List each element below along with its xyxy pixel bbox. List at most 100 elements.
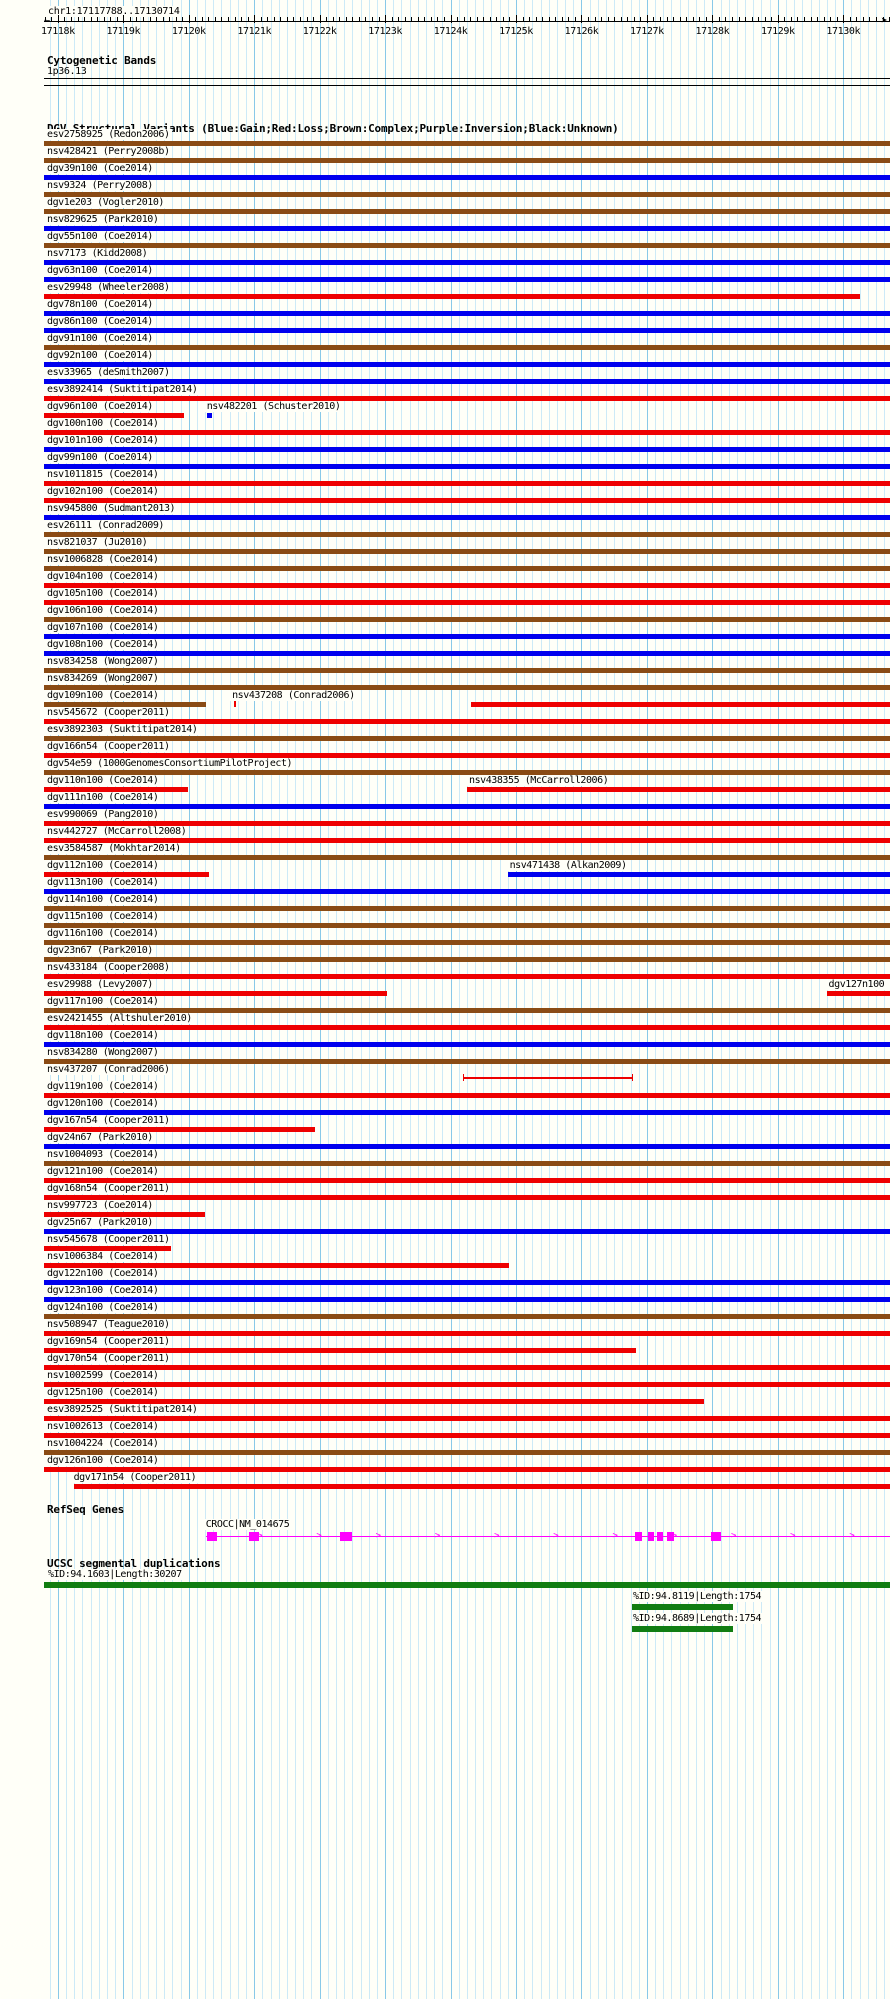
variant-label[interactable]: esv3892303 (Suktitipat2014) bbox=[47, 724, 200, 735]
variant-track-row[interactable]: dgv120n100 (Coe2014) bbox=[0, 1098, 890, 1115]
variant-bar[interactable] bbox=[44, 158, 890, 163]
variant-label[interactable]: nsv834269 (Wong2007) bbox=[47, 673, 161, 684]
variant-track-row[interactable]: nsv428421 (Perry2008b) bbox=[0, 146, 890, 163]
variant-label[interactable]: dgv100n100 (Coe2014) bbox=[47, 418, 161, 429]
variant-track-row[interactable]: dgv123n100 (Coe2014) bbox=[0, 1285, 890, 1302]
variant-bar[interactable] bbox=[44, 991, 387, 996]
segdup-bar[interactable] bbox=[44, 1582, 890, 1588]
variant-label[interactable]: dgv86n100 (Coe2014) bbox=[47, 316, 155, 327]
variant-bar[interactable] bbox=[44, 1144, 890, 1149]
variant-bar[interactable] bbox=[44, 855, 890, 860]
variant-label[interactable]: nsv9324 (Perry2008) bbox=[47, 180, 155, 191]
variant-track-row[interactable]: esv3892525 (Suktitipat2014) bbox=[0, 1404, 890, 1421]
variant-label[interactable]: nsv1006828 (Coe2014) bbox=[47, 554, 161, 565]
variant-track-row[interactable]: dgv25n67 (Park2010) bbox=[0, 1217, 890, 1234]
variant-label[interactable]: dgv55n100 (Coe2014) bbox=[47, 231, 155, 242]
variant-label-secondary[interactable]: nsv437208 (Conrad2006) bbox=[230, 690, 357, 701]
variant-bar[interactable] bbox=[44, 1093, 890, 1098]
variant-track-row[interactable]: esv990069 (Pang2010) bbox=[0, 809, 890, 826]
variant-bar[interactable] bbox=[462, 1077, 632, 1079]
variant-label[interactable]: nsv442727 (McCarroll2008) bbox=[47, 826, 189, 837]
variant-label[interactable]: dgv96n100 (Coe2014) bbox=[47, 401, 155, 412]
variant-bar[interactable] bbox=[44, 583, 890, 588]
variant-track-row[interactable]: nsv508947 (Teague2010) bbox=[0, 1319, 890, 1336]
variant-track-row[interactable]: nsv437207 (Conrad2006) bbox=[0, 1064, 890, 1081]
variant-label[interactable]: dgv1e203 (Vogler2010) bbox=[47, 197, 166, 208]
variant-label[interactable]: nsv1011815 (Coe2014) bbox=[47, 469, 161, 480]
variant-track-row[interactable]: dgv92n100 (Coe2014) bbox=[0, 350, 890, 367]
variant-bar[interactable] bbox=[44, 1212, 205, 1217]
variant-track-row[interactable]: dgv106n100 (Coe2014) bbox=[0, 605, 890, 622]
variant-label[interactable]: dgv124n100 (Coe2014) bbox=[47, 1302, 161, 1313]
variant-bar[interactable] bbox=[44, 702, 207, 707]
variant-label[interactable]: dgv106n100 (Coe2014) bbox=[47, 605, 161, 616]
variant-track-row[interactable]: dgv101n100 (Coe2014) bbox=[0, 435, 890, 452]
gene-exon[interactable] bbox=[666, 1532, 675, 1541]
variant-bar[interactable] bbox=[44, 209, 890, 214]
variant-track-row[interactable]: nsv1011815 (Coe2014) bbox=[0, 469, 890, 486]
variant-bar[interactable] bbox=[44, 1025, 890, 1030]
variant-bar[interactable] bbox=[44, 1348, 637, 1353]
variant-label[interactable]: dgv99n100 (Coe2014) bbox=[47, 452, 155, 463]
variant-bar[interactable] bbox=[44, 566, 890, 571]
variant-bar[interactable] bbox=[44, 515, 890, 520]
variant-label-secondary[interactable]: dgv127n100 (Co bbox=[826, 979, 890, 990]
variant-track-row[interactable]: nsv1004093 (Coe2014) bbox=[0, 1149, 890, 1166]
gene-exon[interactable] bbox=[648, 1532, 654, 1541]
variant-track-row[interactable]: esv29988 (Levy2007) dgv127n100 (Co bbox=[0, 979, 890, 996]
variant-track-row[interactable]: nsv821037 (Ju2010) bbox=[0, 537, 890, 554]
variant-bar[interactable] bbox=[44, 328, 890, 333]
variant-bar[interactable] bbox=[44, 430, 890, 435]
variant-label[interactable]: dgv171n54 (Cooper2011) bbox=[73, 1472, 199, 1483]
variant-label[interactable]: dgv109n100 (Coe2014) bbox=[47, 690, 161, 701]
variant-label[interactable]: nsv1004224 (Coe2014) bbox=[47, 1438, 161, 1449]
variant-label-secondary[interactable]: nsv438355 (McCarroll2006) bbox=[467, 775, 611, 786]
variant-label[interactable]: nsv545678 (Cooper2011) bbox=[47, 1234, 172, 1245]
segdup-label[interactable]: %ID:94.8689|Length:1754 bbox=[631, 1613, 763, 1624]
variant-track-row[interactable]: dgv126n100 (Coe2014) bbox=[0, 1455, 890, 1472]
variant-bar-secondary[interactable] bbox=[467, 787, 890, 792]
variant-label[interactable]: dgv120n100 (Coe2014) bbox=[47, 1098, 161, 1109]
variant-bar[interactable] bbox=[44, 906, 890, 911]
cytogenetic-band-label[interactable]: 1p36.13 bbox=[47, 66, 87, 77]
variant-bar[interactable] bbox=[44, 940, 890, 945]
variant-track-row[interactable]: esv33965 (deSmith2007) bbox=[0, 367, 890, 384]
gene-exon[interactable] bbox=[340, 1532, 352, 1541]
variant-bar[interactable] bbox=[44, 1297, 890, 1302]
variant-label[interactable]: dgv54e59 (1000GenomesConsortiumPilotProj… bbox=[47, 758, 295, 769]
variant-track-row[interactable]: esv3584587 (Mokhtar2014) bbox=[0, 843, 890, 860]
variant-bar[interactable] bbox=[44, 889, 890, 894]
variant-track-row[interactable]: nsv1006384 (Coe2014) bbox=[0, 1251, 890, 1268]
variant-bar[interactable] bbox=[44, 192, 890, 197]
segdup-label[interactable]: %ID:94.1603|Length:30207 bbox=[47, 1569, 183, 1580]
variant-bar[interactable] bbox=[44, 226, 890, 231]
coordinate-ruler[interactable]: chr1:17117788..17130714 ← ➤ 17118k 17119k… bbox=[0, 0, 890, 46]
variant-label[interactable]: nsv997723 (Coe2014) bbox=[47, 1200, 155, 1211]
variant-track-row[interactable]: dgv171n54 (Cooper2011) bbox=[0, 1472, 890, 1489]
variant-track-row[interactable]: dgv78n100 (Coe2014) bbox=[0, 299, 890, 316]
variant-label[interactable]: dgv111n100 (Coe2014) bbox=[47, 792, 161, 803]
variant-bar[interactable] bbox=[73, 1484, 890, 1489]
variant-track-row[interactable]: dgv91n100 (Coe2014) bbox=[0, 333, 890, 350]
variant-track-row[interactable]: dgv108n100 (Coe2014) bbox=[0, 639, 890, 656]
variant-bar[interactable] bbox=[44, 1450, 890, 1455]
variant-label[interactable]: dgv25n67 (Park2010) bbox=[47, 1217, 155, 1228]
variant-track-row[interactable]: dgv39n100 (Coe2014) bbox=[0, 163, 890, 180]
variant-bar[interactable] bbox=[44, 1042, 890, 1047]
variant-label[interactable]: dgv110n100 (Coe2014) bbox=[47, 775, 161, 786]
variant-track-row[interactable]: dgv167n54 (Cooper2011) bbox=[0, 1115, 890, 1132]
variant-track-row[interactable]: dgv125n100 (Coe2014) bbox=[0, 1387, 890, 1404]
variant-label[interactable]: dgv105n100 (Coe2014) bbox=[47, 588, 161, 599]
variant-track-row[interactable]: dgv169n54 (Cooper2011) bbox=[0, 1336, 890, 1353]
variant-track-row[interactable]: dgv63n100 (Coe2014) bbox=[0, 265, 890, 282]
variant-label[interactable]: nsv545672 (Cooper2011) bbox=[47, 707, 172, 718]
variant-track-row[interactable]: nsv834258 (Wong2007) bbox=[0, 656, 890, 673]
variant-label[interactable]: esv3892414 (Suktitipat2014) bbox=[47, 384, 200, 395]
variant-track-row[interactable]: nsv997723 (Coe2014) bbox=[0, 1200, 890, 1217]
variant-track-row[interactable]: esv3892303 (Suktitipat2014) bbox=[0, 724, 890, 741]
variant-bar[interactable] bbox=[44, 294, 861, 299]
variant-label[interactable]: dgv102n100 (Coe2014) bbox=[47, 486, 161, 497]
segdup-bar[interactable] bbox=[631, 1626, 734, 1632]
variant-label[interactable]: dgv78n100 (Coe2014) bbox=[47, 299, 155, 310]
variant-track-row[interactable]: dgv124n100 (Coe2014) bbox=[0, 1302, 890, 1319]
